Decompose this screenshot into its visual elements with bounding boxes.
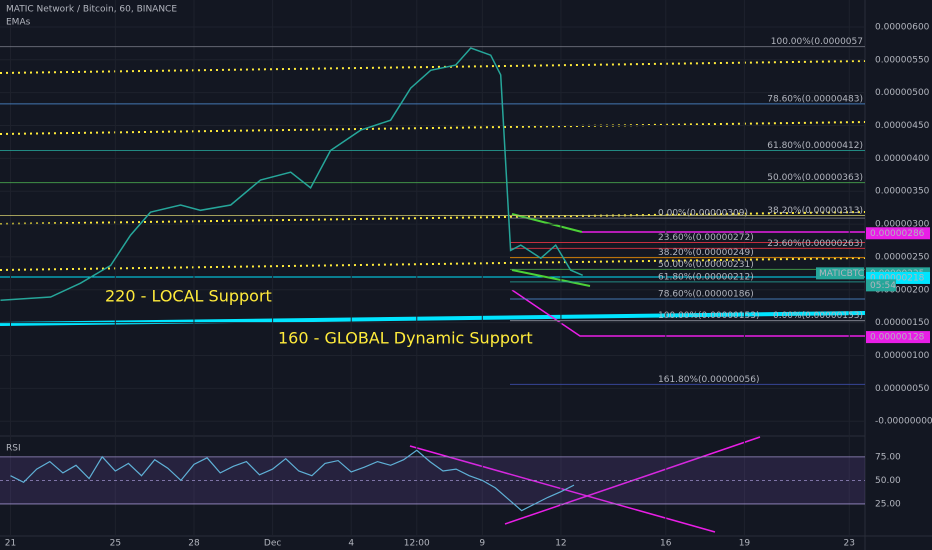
level-label: 78.60%(0.00000186) [658,289,754,299]
x-tick-label: 12 [555,539,566,549]
chart-subtitle: EMAs [6,18,31,28]
level-label: 50.00%(0.00000363) [767,173,863,183]
y-tick-label: 0.00000100 [875,351,930,361]
x-tick-label: Dec [264,539,281,549]
level-label: 0.00%(0.00000153) [773,311,863,321]
countdown-label: 05:54 [870,281,896,291]
level-label: 38.20%(0.00000249) [658,248,754,258]
level-label: 161.80%(0.00000056) [658,375,759,385]
y-tick-label: 0.00000300 [875,220,930,230]
annotation: 220 - LOCAL Support [105,287,272,306]
y-tick-label: 0.00000200 [875,285,930,295]
level-label: 100.00%(0.0000057 [771,37,863,47]
x-tick-label: 16 [660,539,672,549]
level-label: 50.00%(0.00000231) [658,260,754,270]
chart-title: MATIC Network / Bitcoin, 60, BINANCE [6,5,177,15]
price-tag [866,227,930,240]
rsi-trend-line [409,445,716,533]
y-tick-label: 0.00000450 [875,121,930,131]
x-tick-label: 21 [5,539,16,549]
x-tick-label: 28 [188,539,200,549]
symbol-tag [816,267,864,280]
x-tick-label: 25 [110,539,121,549]
y-tick-label: 0.00000400 [875,154,930,164]
level-label: 23.60%(0.00000263) [767,239,863,249]
level-label: 61.80%(0.00000212) [658,272,754,282]
y-tick-label: 0.00000250 [875,252,930,262]
wedge-line [511,269,591,287]
drawings [0,0,866,536]
rsi-tick-label: 50.00 [875,476,901,486]
price-line [10,449,575,512]
symbol-tag-label: MATICBTC [819,269,864,279]
rsi-tick-label: 25.00 [875,499,901,509]
level-label: 100.00%(0.00000153) [658,311,759,321]
x-tick-label: 23 [844,539,855,549]
y-tick-label: -0.00000000 [875,417,932,427]
annotation: 160 - GLOBAL Dynamic Support [278,329,533,348]
y-tick-label: 0.00000050 [875,384,930,394]
price-line [0,47,583,302]
x-tick-label: 4 [348,539,354,549]
y-tick-label: 0.00000350 [875,187,930,197]
y-tick-label: 0.00000150 [875,318,930,328]
target-line [511,289,865,337]
level-label: 23.60%(0.00000272) [658,233,754,243]
wedge-line [511,213,583,233]
x-tick-label: 19 [739,539,751,549]
y-tick-label: 0.00000600 [875,22,930,32]
trend-line [0,121,866,135]
price-tag-label: 0.00000128 [870,333,925,343]
trend-line [0,211,866,225]
y-tick-label: 0.00000500 [875,88,930,98]
price-tag-label: 0.00000218 [870,273,925,283]
level-label: 78.60%(0.00000483) [767,94,863,104]
x-tick-label: 12:00 [404,539,430,549]
x-tick-label: 9 [479,539,485,549]
trend-line [0,257,866,271]
y-tick-label: 0.00000550 [875,55,930,65]
price-tag [866,331,930,344]
rsi-title: RSI [6,444,21,454]
level-label: 38.20%(0.00000313) [767,206,863,216]
trend-line [0,60,866,74]
level-label: 0.00%(0.00000309) [658,209,748,219]
countdown-tag [866,279,896,292]
level-label: 61.80%(0.00000412) [767,141,863,151]
price-tag-label: 0.00000286 [870,229,925,239]
rsi-tick-label: 75.00 [875,452,901,462]
